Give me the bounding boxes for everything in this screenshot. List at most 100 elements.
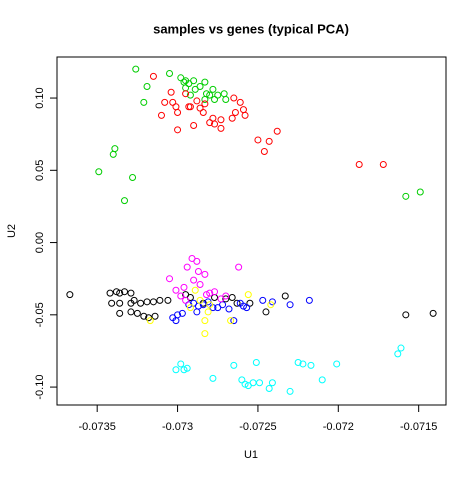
point xyxy=(177,292,185,300)
point xyxy=(222,95,230,103)
point xyxy=(132,65,140,73)
x-tick-label: -0.0735 xyxy=(79,421,116,433)
point xyxy=(201,95,209,103)
point xyxy=(209,114,217,122)
point xyxy=(230,94,238,102)
point xyxy=(201,78,209,86)
point xyxy=(211,293,219,301)
point xyxy=(172,366,180,374)
point xyxy=(220,90,228,98)
x-tick-label: -0.072 xyxy=(323,421,354,433)
point xyxy=(397,344,405,352)
x-tick-label: -0.0715 xyxy=(400,421,437,433)
point xyxy=(161,98,169,106)
point xyxy=(231,108,239,116)
point xyxy=(222,295,230,303)
point xyxy=(239,302,247,310)
point xyxy=(246,299,254,307)
point xyxy=(116,289,124,297)
point xyxy=(66,291,74,299)
point xyxy=(230,317,238,325)
y-tick-label: -0.10 xyxy=(34,375,46,400)
point xyxy=(191,286,199,294)
point xyxy=(164,296,172,304)
point xyxy=(236,98,244,106)
point xyxy=(137,299,145,307)
point xyxy=(121,197,129,205)
point xyxy=(174,108,182,116)
point xyxy=(206,91,214,99)
point xyxy=(249,379,257,387)
point xyxy=(204,308,212,316)
point xyxy=(130,296,138,304)
point xyxy=(355,161,363,169)
point xyxy=(201,317,209,325)
point xyxy=(299,360,307,368)
point xyxy=(109,150,117,158)
point xyxy=(307,361,315,369)
point xyxy=(121,288,129,296)
point xyxy=(262,308,270,316)
y-tick-label: -0.05 xyxy=(34,302,46,327)
point xyxy=(172,103,180,111)
point xyxy=(143,298,151,306)
point xyxy=(267,301,275,309)
point xyxy=(190,276,198,284)
point xyxy=(111,145,119,153)
point xyxy=(140,312,148,320)
point xyxy=(227,317,235,325)
point xyxy=(180,283,188,291)
y-tick-label: 0.10 xyxy=(34,87,46,108)
point xyxy=(243,304,251,312)
point xyxy=(305,296,313,304)
point xyxy=(112,288,120,296)
point xyxy=(211,288,219,296)
point xyxy=(194,267,202,275)
point xyxy=(116,309,124,317)
point xyxy=(193,97,201,105)
point xyxy=(185,103,193,111)
point xyxy=(286,301,294,309)
point xyxy=(333,360,341,368)
point xyxy=(211,95,219,103)
point xyxy=(217,116,225,124)
point xyxy=(196,82,204,90)
point xyxy=(230,361,238,369)
point xyxy=(235,263,243,271)
point xyxy=(265,385,273,393)
point xyxy=(318,376,326,384)
point xyxy=(225,305,233,313)
y-tick-label: 0.00 xyxy=(34,232,46,253)
x-tick-label: -0.0725 xyxy=(239,421,276,433)
point xyxy=(206,289,214,297)
point xyxy=(254,136,262,144)
plot-frame xyxy=(56,56,447,406)
point xyxy=(265,137,273,145)
point xyxy=(149,72,157,80)
point xyxy=(281,292,289,300)
point xyxy=(211,120,219,128)
point xyxy=(201,100,209,108)
point xyxy=(178,309,186,317)
point xyxy=(206,301,214,309)
point xyxy=(402,192,410,200)
point xyxy=(244,291,252,299)
point xyxy=(252,359,260,367)
point xyxy=(182,296,190,304)
point xyxy=(174,126,182,134)
point xyxy=(180,366,188,374)
point xyxy=(127,289,135,297)
point xyxy=(222,292,230,300)
point xyxy=(196,280,204,288)
point xyxy=(166,69,174,77)
y-tick-label: 0.05 xyxy=(34,160,46,181)
point xyxy=(183,364,191,372)
point xyxy=(190,122,198,130)
point xyxy=(196,296,204,304)
point xyxy=(228,293,236,301)
point xyxy=(214,91,222,99)
point xyxy=(151,312,159,320)
point xyxy=(429,309,437,317)
